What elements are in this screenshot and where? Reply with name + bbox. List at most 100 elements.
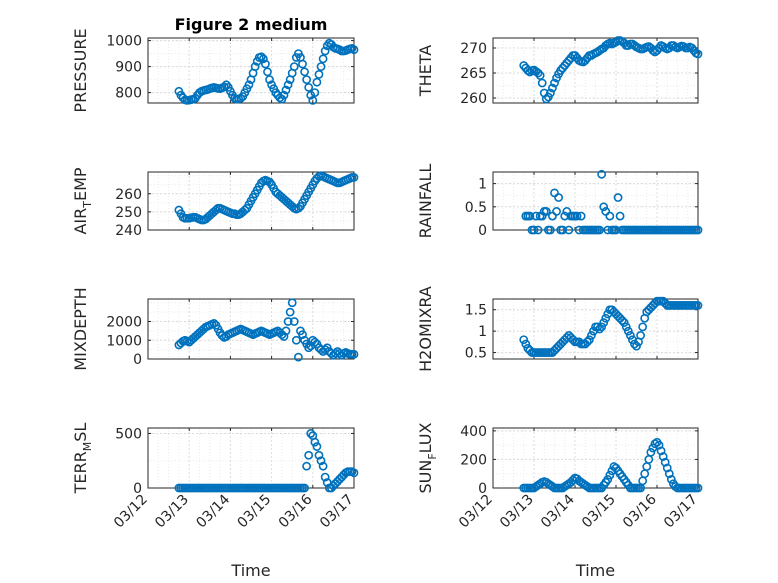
data-point <box>312 77 322 87</box>
x-axis-label: Time <box>230 561 270 580</box>
data-point <box>281 326 291 336</box>
y-axis-label: AIRTEMP <box>71 167 94 234</box>
data-point <box>548 83 557 93</box>
data-point <box>211 205 221 215</box>
data-point <box>654 440 664 450</box>
data-point <box>584 335 594 345</box>
x-tick-label: 03/12 <box>111 492 151 532</box>
data-point <box>525 67 535 77</box>
data-point <box>349 173 359 182</box>
data-point <box>523 66 533 75</box>
subplot-6: 0.5 1 1.5 H2OMIXRA <box>416 286 703 372</box>
y-tick-label: 500 <box>115 426 142 442</box>
y-tick-label: 800 <box>115 86 142 102</box>
data-point <box>244 80 254 90</box>
data-point <box>597 322 607 332</box>
data-point <box>546 88 555 98</box>
data-point <box>593 322 602 332</box>
data-point <box>679 42 689 51</box>
data-point <box>693 301 703 310</box>
data-point <box>308 96 318 105</box>
data-point <box>693 225 703 235</box>
figure-title: Figure 2 medium <box>175 15 328 34</box>
data-point <box>541 94 551 104</box>
data-point <box>302 461 312 471</box>
subplot-7: 0 500 TERRMSL 03/12 03/13 03/14 03/15 03/16 03/1… <box>71 423 359 580</box>
y-tick-label: 0 <box>478 481 487 497</box>
data-point <box>529 225 539 235</box>
y-axis-label: TERRMSL <box>71 423 94 495</box>
y-tick-label: 260 <box>115 187 142 203</box>
data-point <box>310 88 320 97</box>
data-point <box>283 317 293 326</box>
data-point <box>636 331 645 340</box>
x-tick-label: 03/16 <box>276 491 316 531</box>
x-tick-label: 03/16 <box>620 491 660 531</box>
subplot-3: 240 250 260 AIRTEMP <box>71 167 359 239</box>
data-point <box>613 193 623 202</box>
data-point <box>306 429 316 438</box>
data-point <box>217 331 227 340</box>
data-point <box>605 211 615 221</box>
data-point <box>595 225 604 235</box>
data-point <box>576 211 586 221</box>
y-tick-label: 0 <box>133 352 142 368</box>
data-point <box>320 46 330 56</box>
data-point <box>519 335 529 345</box>
data-point <box>318 461 328 471</box>
data-point <box>310 437 320 447</box>
data-series <box>174 298 359 362</box>
data-point <box>281 85 291 95</box>
major-grid <box>148 428 354 488</box>
data-point <box>289 62 299 71</box>
data-point <box>666 475 676 484</box>
data-point <box>560 211 570 221</box>
y-axis-label: MIXDEPTH <box>71 287 90 370</box>
data-point <box>279 332 289 341</box>
subplot-8: 0 200 400 SUNFLUX 03/12 03/13 03/14 03/15 03/16 0… <box>416 422 703 580</box>
data-point <box>546 225 555 235</box>
data-point <box>638 322 648 332</box>
y-tick-label: 200 <box>460 452 487 468</box>
data-point <box>312 442 322 451</box>
subplot-5: 0 1000 2000 MIXDEPTH <box>71 287 359 371</box>
data-point <box>552 207 561 216</box>
axes-background <box>492 171 699 231</box>
data-point <box>619 318 629 327</box>
data-point <box>568 475 578 485</box>
y-tick-label: 1000 <box>106 34 142 50</box>
y-tick-label: 0 <box>478 223 487 239</box>
data-point <box>662 463 672 473</box>
data-point <box>304 343 314 353</box>
data-series <box>174 171 359 225</box>
data-point <box>615 211 625 221</box>
data-point <box>279 90 289 100</box>
data-series <box>519 296 703 357</box>
data-point <box>240 205 250 215</box>
data-point <box>314 450 324 460</box>
data-point <box>558 225 568 235</box>
data-point <box>601 313 611 323</box>
data-point <box>537 78 547 88</box>
x-tick-label: 03/13 <box>497 492 537 532</box>
data-point <box>535 71 545 80</box>
data-point <box>611 37 621 47</box>
y-tick-label: 0.5 <box>465 346 487 362</box>
data-point <box>554 193 563 202</box>
y-tick-label: 900 <box>115 60 142 76</box>
data-point <box>574 225 584 235</box>
data-point <box>335 348 344 358</box>
data-point <box>664 469 674 479</box>
data-point <box>304 450 314 460</box>
data-point <box>209 318 219 328</box>
data-point <box>617 316 627 325</box>
data-point <box>291 335 301 345</box>
y-axis-label: H2OMIXRA <box>416 286 435 372</box>
data-point <box>521 339 531 349</box>
data-point <box>541 207 551 216</box>
data-point <box>693 49 703 59</box>
data-point <box>582 337 592 347</box>
data-point <box>599 318 609 327</box>
data-point <box>293 203 303 213</box>
data-point <box>599 202 609 212</box>
